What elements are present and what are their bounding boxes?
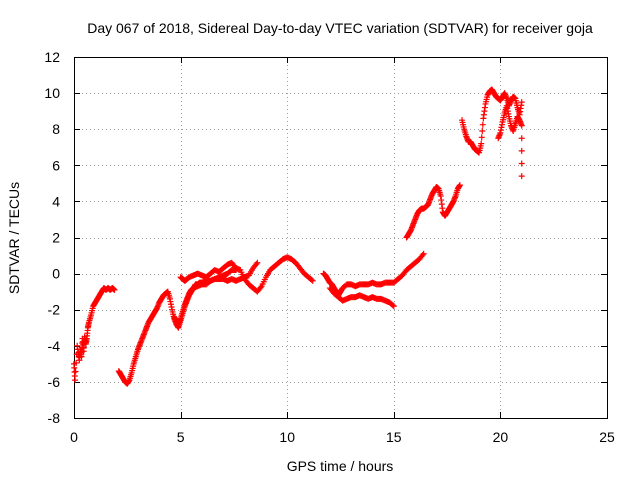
- x-tick-label: 20: [493, 429, 509, 445]
- y-axis: -8 -6 -4 -2 0 2 4 6 8 10 12: [44, 49, 607, 426]
- series-arc-6: [326, 285, 397, 310]
- data-point: [257, 284, 264, 291]
- data-point: [72, 368, 79, 375]
- series-arc-9: [495, 102, 525, 180]
- y-axis-label: SDTVAR / TECUs: [6, 182, 22, 294]
- y-tick-label: -8: [48, 410, 61, 426]
- data-point: [479, 121, 486, 128]
- data-point: [478, 140, 485, 147]
- data-point: [390, 303, 397, 310]
- series-arc-1: [71, 285, 118, 384]
- x-tick-label: 5: [177, 429, 185, 445]
- series-arc-7: [403, 182, 463, 241]
- data-point: [419, 252, 426, 259]
- data-point: [518, 160, 525, 167]
- x-tick-label: 0: [70, 429, 78, 445]
- x-tick-label: 25: [599, 429, 615, 445]
- y-tick-label: 12: [44, 49, 60, 65]
- y-tick-label: 0: [52, 266, 60, 282]
- data-point: [518, 173, 525, 180]
- x-tick-label: 10: [279, 429, 295, 445]
- data-point: [420, 250, 427, 257]
- grid: [74, 57, 607, 418]
- data-point: [479, 128, 486, 135]
- data-point: [253, 261, 260, 268]
- data-point: [111, 286, 118, 293]
- data-point: [72, 377, 79, 384]
- x-tick-label: 15: [386, 429, 402, 445]
- series-arc-3: [177, 254, 316, 295]
- x-axis-label: GPS time / hours: [287, 458, 394, 474]
- data-point: [518, 147, 525, 154]
- data-point: [518, 99, 525, 106]
- y-tick-label: -6: [48, 374, 61, 390]
- y-tick-label: 10: [44, 85, 60, 101]
- y-tick-label: -2: [48, 302, 61, 318]
- series-arc-5: [320, 250, 427, 299]
- data-point: [73, 359, 80, 366]
- chart-title: Day 067 of 2018, Sidereal Day-to-day VTE…: [87, 20, 593, 36]
- data-point: [518, 135, 525, 142]
- data-point: [389, 302, 396, 309]
- data-point: [309, 277, 316, 284]
- x-axis: 0 5 10 15 20 25: [70, 57, 615, 445]
- y-tick-label: 8: [52, 121, 60, 137]
- data-point: [254, 259, 261, 266]
- data-point: [308, 276, 315, 283]
- data-point: [478, 134, 485, 141]
- y-tick-label: 6: [52, 157, 60, 173]
- data-point: [233, 266, 240, 273]
- data-point: [456, 182, 463, 189]
- series-arc-8: [459, 86, 525, 156]
- y-tick-label: -4: [48, 338, 61, 354]
- data-points: [71, 86, 525, 387]
- y-tick-label: 2: [52, 230, 60, 246]
- data-point: [518, 122, 525, 129]
- y-tick-label: 4: [52, 193, 60, 209]
- series-arc-4: [171, 266, 240, 328]
